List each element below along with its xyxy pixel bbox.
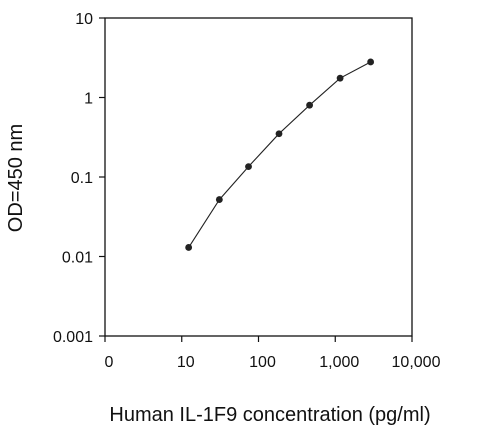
x-tick-label: 10 [177,354,195,371]
x-tick-label: 10,000 [392,354,441,371]
data-point [245,163,252,171]
x-axis-title: Human IL-1F9 concentration (pg/ml) [109,404,430,426]
x-tick-label: 0 [105,354,114,371]
data-point [275,130,283,138]
x-tick-label: 1,000 [319,354,359,371]
y-tick-label: 0.001 [53,329,93,346]
plot-frame [104,17,413,337]
data-point [306,101,313,109]
y-axis: 0.001 0.01 0.1 1 10 [53,11,105,346]
data-point [367,58,375,66]
y-tick-label: 1 [84,91,93,108]
data-point [336,74,344,82]
plot-border [104,17,413,337]
series-line [188,61,371,248]
x-tick-label: 100 [249,354,276,371]
y-tick-label: 0.1 [71,170,93,187]
data-point [215,196,223,203]
x-axis: 0 10 100 1,000 10,000 [104,336,441,371]
data-point [185,244,193,251]
y-tick-label: 10 [75,11,93,28]
y-axis-title: OD=450 nm [5,124,27,232]
y-tick-label: 0.01 [62,250,93,267]
series-layer [185,58,375,251]
